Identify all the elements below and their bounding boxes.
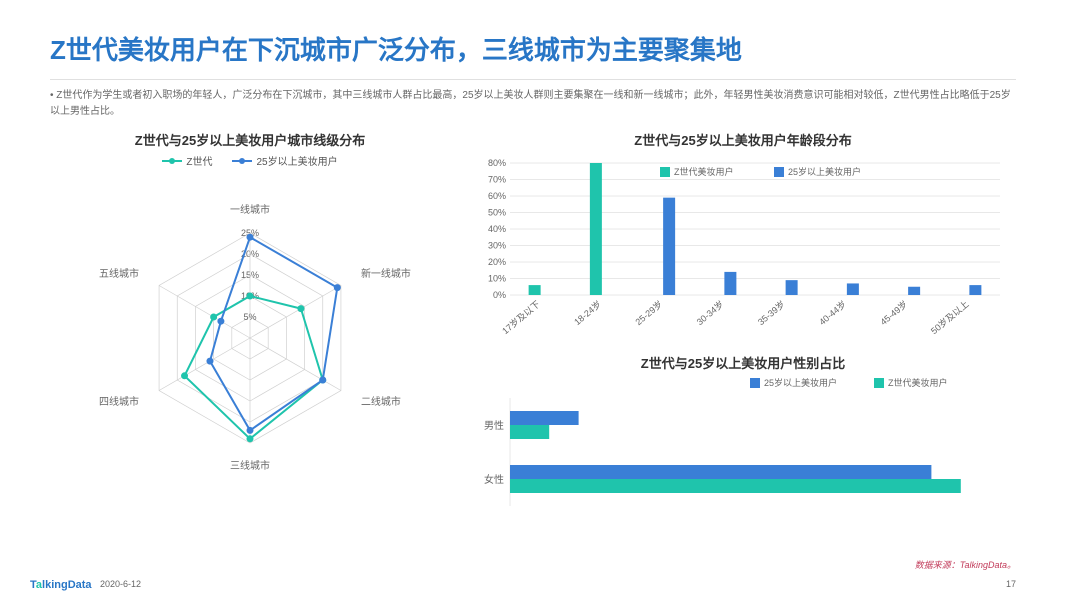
svg-text:45-49岁: 45-49岁 [878, 298, 910, 327]
svg-text:60%: 60% [488, 191, 506, 201]
svg-text:五线城市: 五线城市 [99, 267, 139, 280]
svg-text:Z世代美妆用户: Z世代美妆用户 [888, 377, 948, 388]
source-note: 数据来源：TalkingData。 [915, 558, 1016, 571]
svg-text:四线城市: 四线城市 [99, 395, 139, 408]
footer-page: 17 [1006, 579, 1016, 589]
svg-text:10%: 10% [488, 274, 506, 284]
svg-text:20%: 20% [488, 257, 506, 267]
svg-text:50%: 50% [488, 208, 506, 218]
svg-text:17岁及以下: 17岁及以下 [500, 298, 542, 336]
age-bar-chart: 0% 10% 20% 30% 40% 50% 60% 70% 80% 17岁及以下 18-24岁 25… [470, 153, 1010, 343]
age-chart-container: Z世代与25岁以上美妆用户年龄段分布 0% 10% 20% 30% 40% 50% 60% 7… [470, 130, 1016, 343]
svg-text:35-39岁: 35-39岁 [755, 298, 787, 327]
svg-text:40%: 40% [488, 224, 506, 234]
svg-text:Z世代美妆用户: Z世代美妆用户 [674, 166, 734, 177]
svg-text:70%: 70% [488, 175, 506, 185]
svg-text:25岁以上美妆用户: 25岁以上美妆用户 [788, 166, 861, 177]
svg-text:50岁及以上: 50岁及以上 [928, 298, 970, 336]
gender-chart-container: Z世代与25岁以上美妆用户性别占比 25岁以上美妆用户 Z世代美妆用户男性女性 [470, 353, 1016, 516]
svg-text:一线城市: 一线城市 [230, 203, 270, 216]
svg-text:18-24岁: 18-24岁 [572, 298, 604, 327]
svg-text:40-44岁: 40-44岁 [817, 298, 849, 327]
svg-text:0%: 0% [493, 290, 506, 300]
svg-text:25-29岁: 25-29岁 [633, 298, 665, 327]
slide-subtitle: • Z世代作为学生或者初入职场的年轻人，广泛分布在下沉城市，其中三线城市人群占比… [50, 88, 1016, 120]
radar-legend: Z世代25岁以上美妆用户 [50, 153, 450, 168]
slide-title: Z世代美妆用户在下沉城市广泛分布，三线城市为主要聚集地 [50, 30, 1016, 67]
svg-text:女性: 女性 [484, 473, 504, 486]
footer-logo: TalkingData [30, 579, 92, 591]
svg-text:三线城市: 三线城市 [230, 459, 270, 472]
radar-title: Z世代与25岁以上美妆用户城市线级分布 [50, 130, 450, 149]
svg-text:新一线城市: 新一线城市 [361, 267, 411, 280]
title-underline [50, 79, 1016, 80]
gender-bar-chart: 25岁以上美妆用户 Z世代美妆用户男性女性 [470, 376, 1010, 516]
gender-title: Z世代与25岁以上美妆用户性别占比 [470, 353, 1016, 372]
svg-text:80%: 80% [488, 158, 506, 168]
svg-text:二线城市: 二线城市 [361, 395, 401, 408]
svg-text:30%: 30% [488, 241, 506, 251]
svg-text:25岁以上美妆用户: 25岁以上美妆用户 [764, 377, 837, 388]
svg-text:30-34岁: 30-34岁 [694, 298, 726, 327]
age-title: Z世代与25岁以上美妆用户年龄段分布 [470, 130, 1016, 149]
footer-date: 2020-6-12 [100, 579, 141, 589]
radar-chart: 5%10%15%20%25%一线城市新一线城市二线城市三线城市四线城市五线城市 [50, 168, 450, 488]
svg-text:男性: 男性 [484, 419, 504, 432]
radar-chart-container: Z世代与25岁以上美妆用户城市线级分布 Z世代25岁以上美妆用户 5%10%15… [50, 130, 450, 516]
